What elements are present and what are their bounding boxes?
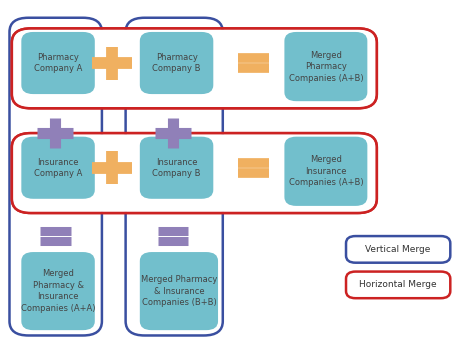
FancyBboxPatch shape [284, 32, 367, 101]
Text: Merged Pharmacy
& Insurance
Companies (B+B): Merged Pharmacy & Insurance Companies (B… [141, 275, 217, 307]
FancyBboxPatch shape [21, 252, 95, 330]
FancyBboxPatch shape [21, 137, 95, 199]
FancyBboxPatch shape [13, 134, 375, 212]
FancyBboxPatch shape [140, 252, 218, 330]
FancyBboxPatch shape [284, 137, 367, 206]
FancyBboxPatch shape [21, 32, 95, 94]
FancyBboxPatch shape [140, 137, 213, 199]
Text: Merged
Pharmacy
Companies (A+B): Merged Pharmacy Companies (A+B) [289, 51, 363, 82]
FancyBboxPatch shape [346, 272, 450, 298]
Text: Insurance
Company B: Insurance Company B [152, 158, 201, 178]
Text: Vertical Merge: Vertical Merge [365, 245, 431, 254]
Text: Merged
Pharmacy &
Insurance
Companies (A+A): Merged Pharmacy & Insurance Companies (A… [21, 269, 95, 313]
Text: Horizontal Merge: Horizontal Merge [359, 280, 437, 289]
Text: Pharmacy
Company A: Pharmacy Company A [34, 53, 82, 73]
FancyBboxPatch shape [13, 29, 375, 107]
FancyBboxPatch shape [346, 236, 450, 263]
Text: Merged
Insurance
Companies (A+B): Merged Insurance Companies (A+B) [289, 155, 363, 187]
Text: Pharmacy
Company B: Pharmacy Company B [152, 53, 201, 73]
Text: Insurance
Company A: Insurance Company A [34, 158, 82, 178]
FancyBboxPatch shape [140, 32, 213, 94]
